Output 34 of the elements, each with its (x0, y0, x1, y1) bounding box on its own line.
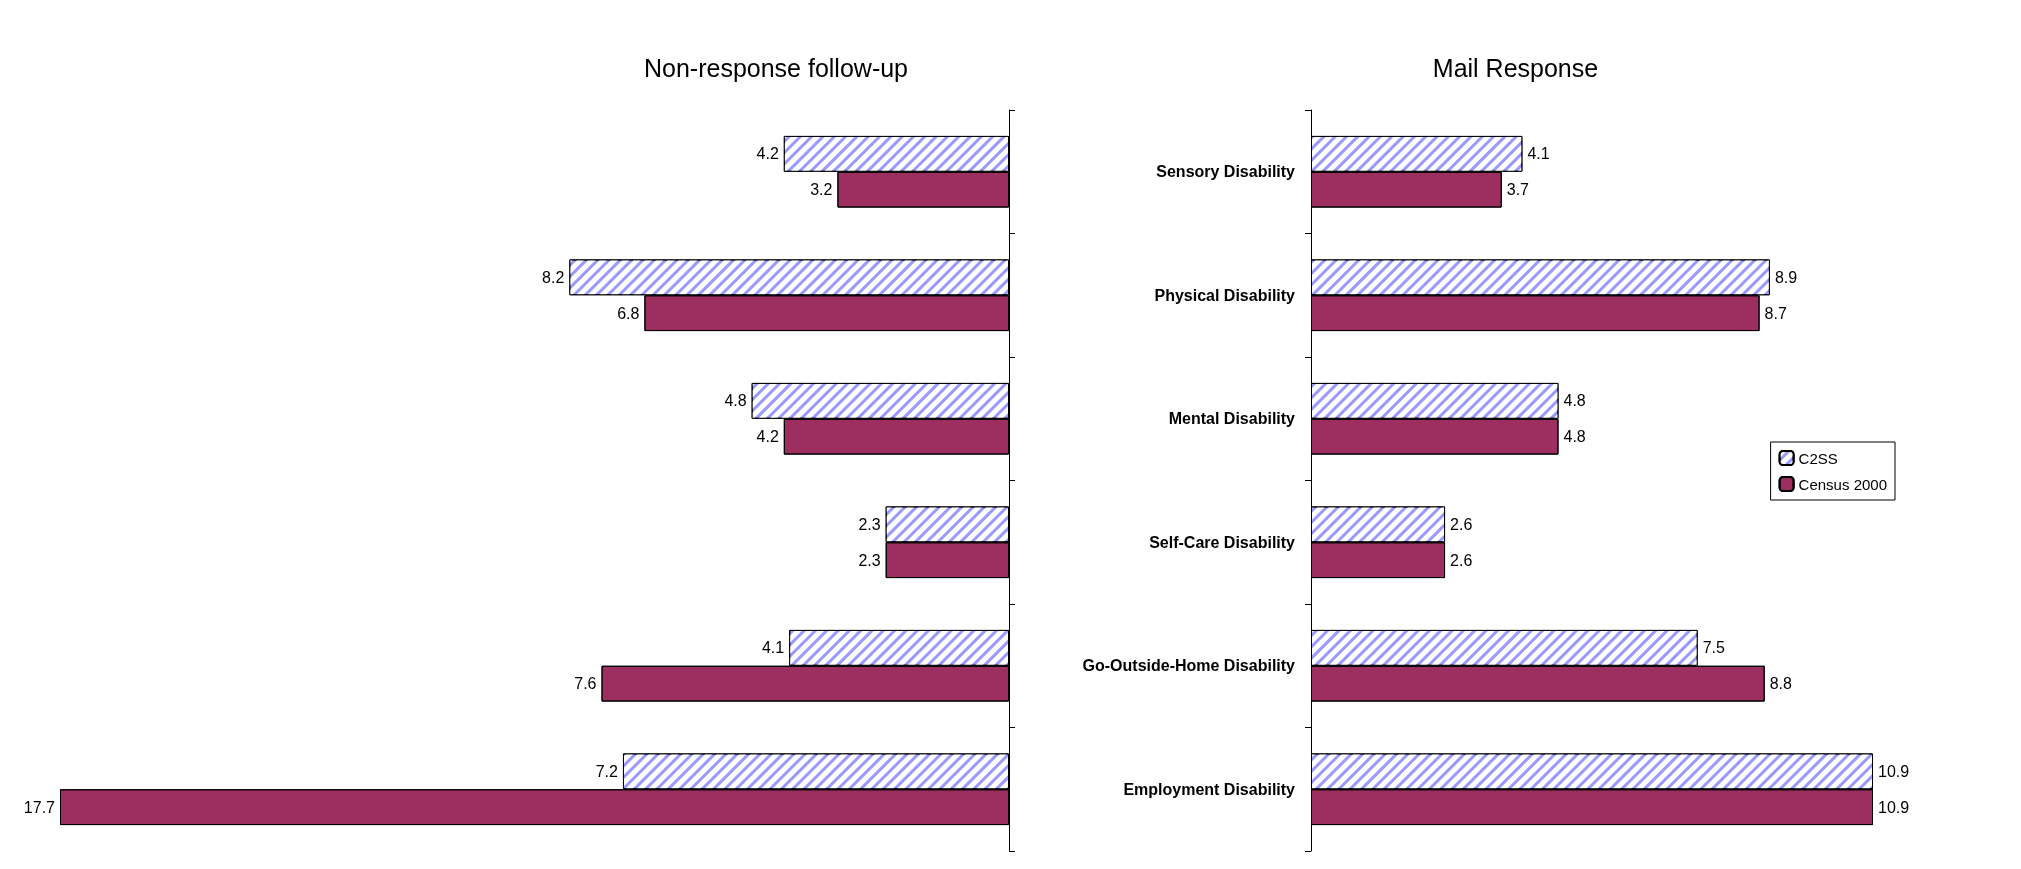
chart-title: Non-response follow-up (643, 53, 909, 82)
data-label: 4.1 (761, 639, 785, 657)
data-label: 4.1 (1527, 145, 1550, 163)
y-tick-label: Sensory Disability (1156, 163, 1296, 181)
data-label: 4.8 (1563, 428, 1586, 446)
legend-label: Census 2000 (1798, 475, 1888, 493)
y-tick-label: Go-Outside-Home Disability (1082, 657, 1296, 675)
legend-label: C2SS (1798, 449, 1838, 467)
data-label: 4.8 (724, 392, 747, 410)
data-label: 4.2 (756, 428, 779, 446)
data-label: 4.8 (1563, 392, 1586, 410)
data-label: 8.9 (1774, 268, 1798, 286)
data-label: 2.6 (1450, 515, 1473, 533)
data-label: 8.7 (1764, 304, 1787, 322)
data-label: 17.7 (23, 798, 56, 816)
data-label: 2.6 (1450, 551, 1473, 569)
y-tick-label: Employment Disability (1123, 780, 1296, 798)
data-label: 10.9 (1878, 798, 1910, 816)
data-label: 2.3 (858, 551, 881, 569)
data-label: 7.2 (595, 762, 619, 780)
data-label: 4.2 (756, 145, 779, 163)
data-label: 3.2 (810, 181, 833, 199)
data-label: 3.7 (1506, 181, 1530, 199)
data-label: 8.8 (1769, 675, 1793, 693)
y-tick-label: Mental Disability (1168, 410, 1296, 428)
data-label: 7.6 (574, 675, 597, 693)
data-label: 10.9 (1878, 762, 1910, 780)
y-tick-label: Physical Disability (1154, 286, 1296, 304)
data-label: 8.2 (542, 268, 565, 286)
y-tick-label: Self-Care Disability (1149, 533, 1296, 551)
data-label: 7.5 (1702, 639, 1726, 657)
data-label: 6.8 (617, 304, 640, 322)
chart-title: Mail Response (1432, 53, 1599, 82)
data-label: 2.3 (858, 515, 881, 533)
